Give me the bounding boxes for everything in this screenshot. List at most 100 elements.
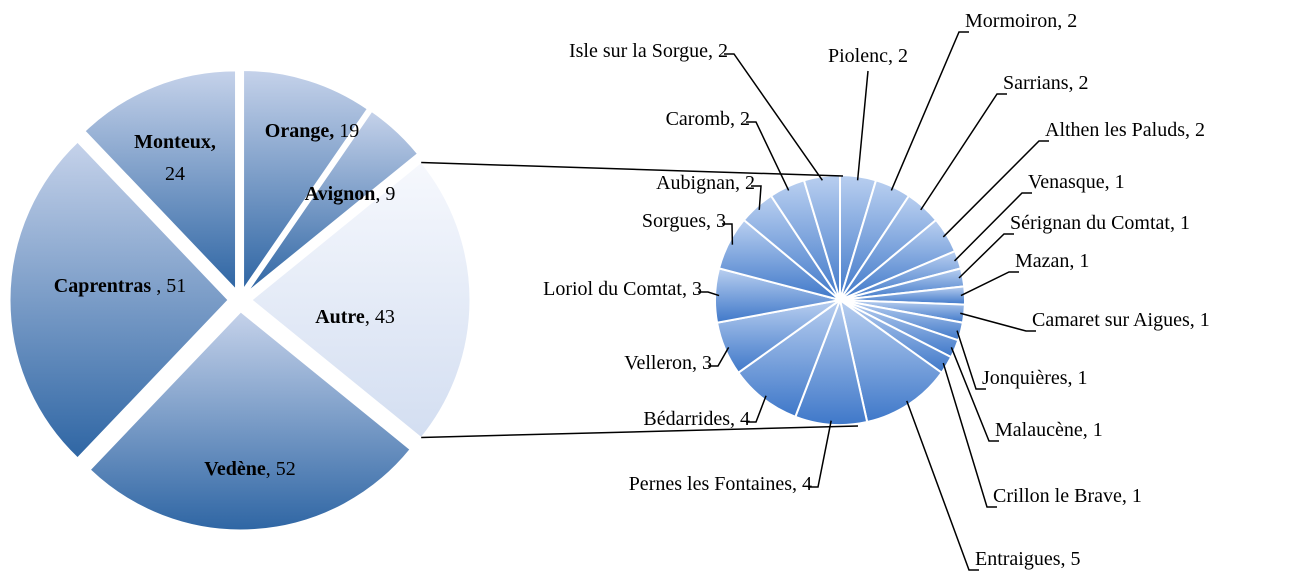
leader-line bbox=[751, 185, 762, 210]
leader-line bbox=[958, 233, 1014, 279]
pie-slice bbox=[802, 173, 841, 301]
pie-slice bbox=[243, 70, 368, 291]
leader-line bbox=[708, 346, 730, 367]
slice-label-name: Pernes les Fontaines bbox=[629, 473, 793, 495]
slice-label-name: Jonquières bbox=[982, 367, 1068, 389]
slice-label-name: Sérignan du Comtat bbox=[1010, 212, 1170, 234]
leader-line bbox=[906, 400, 979, 571]
slice-label: Orange, 19 bbox=[265, 120, 359, 142]
connector-line bbox=[421, 425, 859, 439]
slice-label: Camaret sur Aigues, 1 bbox=[1032, 309, 1210, 331]
leader-line bbox=[942, 140, 1049, 238]
slice-value-label: , 43 bbox=[365, 306, 395, 328]
slice-label: Jonquières, 1 bbox=[982, 367, 1088, 389]
leader-line bbox=[890, 31, 969, 191]
slice-value-label: , 51 bbox=[151, 275, 186, 297]
slice-label: Pernes les Fontaines, 4 bbox=[629, 473, 812, 495]
slice-label: Aubignan, 2 bbox=[656, 172, 755, 194]
slice-label-name: Sarrians bbox=[1003, 72, 1069, 94]
slice-label: Malaucène, 1 bbox=[995, 419, 1103, 441]
leader-line bbox=[942, 362, 997, 508]
slice-value-label: , 2 bbox=[708, 40, 728, 62]
leader-line bbox=[920, 93, 1007, 211]
slice-label-name: Venasque bbox=[1028, 171, 1105, 193]
pie-slice bbox=[89, 311, 411, 531]
slice-value-label: , 1 bbox=[1083, 419, 1103, 441]
slice-label-name: Camaret sur Aigues bbox=[1032, 309, 1190, 331]
leader-line bbox=[950, 347, 999, 442]
leader-line bbox=[856, 70, 869, 181]
slice-label-name: Mormoiron bbox=[965, 10, 1057, 32]
slice-label-name: Sorgues bbox=[642, 210, 706, 232]
leader-line bbox=[960, 312, 1036, 332]
slice-value-label: , 4 bbox=[792, 473, 812, 495]
leader-line bbox=[953, 192, 1032, 262]
slice-value-label: , 1 bbox=[1068, 367, 1088, 389]
slice-value-label: , 2 bbox=[735, 172, 755, 194]
slice-value-label: 19 bbox=[334, 120, 359, 142]
slice-label-name: Avignon bbox=[305, 183, 376, 205]
leader-line bbox=[746, 395, 767, 423]
slice-value-label: , 2 bbox=[730, 108, 750, 130]
slice-label: Autre, 43 bbox=[315, 306, 395, 328]
slice-label: Entraigues, 5 bbox=[975, 548, 1081, 570]
leader-line bbox=[724, 53, 823, 181]
slice-label-name: Entraigues bbox=[975, 548, 1061, 570]
slice-label: Avignon, 9 bbox=[305, 183, 396, 205]
slice-label: Venasque, 1 bbox=[1028, 171, 1125, 193]
slice-label-name: Caprentras bbox=[54, 275, 152, 297]
slice-label: Piolenc, 2 bbox=[828, 45, 908, 67]
slice-value-label: , 1 bbox=[1105, 171, 1125, 193]
slice-value-label: , 3 bbox=[682, 278, 702, 300]
slice-label: Caprentras , 51 bbox=[54, 275, 186, 297]
leader-line bbox=[960, 271, 1019, 297]
slice-label-name: Althen les Paluds bbox=[1045, 119, 1185, 141]
pie-slice bbox=[84, 70, 237, 291]
slice-label: Bédarrides, 4 bbox=[643, 408, 750, 430]
slice-label-name: Orange, bbox=[265, 120, 334, 142]
slice-label-name: Vedène bbox=[204, 458, 266, 480]
pie-slice bbox=[247, 110, 419, 292]
leader-line bbox=[956, 330, 986, 390]
slice-label-name: Monteux, bbox=[134, 131, 216, 153]
leader-line bbox=[746, 121, 790, 191]
slice-value-label: , 2 bbox=[1057, 10, 1077, 32]
slice-value-label: , 1 bbox=[1170, 212, 1190, 234]
pie-slice bbox=[838, 297, 944, 424]
slice-value-label: , 3 bbox=[706, 210, 726, 232]
slice-label: Velleron, 3 bbox=[624, 352, 712, 374]
slice-value-label: , 2 bbox=[1069, 72, 1089, 94]
slice-label: Caromb, 2 bbox=[666, 108, 750, 130]
slice-value-label: , 2 bbox=[888, 45, 908, 67]
slice-label-name: Mazan bbox=[1015, 250, 1069, 272]
slice-value-label: , 5 bbox=[1061, 548, 1081, 570]
slice-label: Sérignan du Comtat, 1 bbox=[1010, 212, 1190, 234]
slice-label-name: Autre bbox=[315, 306, 365, 328]
slice-label-name: Crillon le Brave bbox=[993, 485, 1122, 507]
slice-label-name: Isle sur la Sorgue bbox=[569, 40, 708, 62]
slice-value-label: , 1 bbox=[1190, 309, 1210, 331]
slice-label-name: Bédarrides bbox=[643, 408, 730, 430]
slice-value-label: , 4 bbox=[730, 408, 750, 430]
slice-label: Vedène, 52 bbox=[204, 458, 295, 480]
slice-label: Isle sur la Sorgue, 2 bbox=[569, 40, 728, 62]
slice-value-label: , 1 bbox=[1069, 250, 1089, 272]
slice-label: Crillon le Brave, 1 bbox=[993, 485, 1142, 507]
slice-label: Sarrians, 2 bbox=[1003, 72, 1089, 94]
slice-label: Monteux, 24 bbox=[134, 131, 216, 185]
pie-slice bbox=[251, 161, 471, 439]
slice-value-label: , 9 bbox=[375, 183, 395, 205]
slice-value-label: , 1 bbox=[1122, 485, 1142, 507]
slice-label: Mormoiron, 2 bbox=[965, 10, 1077, 32]
connector-line bbox=[421, 161, 844, 177]
leader-line bbox=[808, 420, 832, 488]
slice-value-label: , 2 bbox=[1185, 119, 1205, 141]
slice-label: Sorgues, 3 bbox=[642, 210, 726, 232]
slice-label-name: Velleron bbox=[624, 352, 692, 374]
slice-label: Mazan, 1 bbox=[1015, 250, 1089, 272]
slice-value-label: , 3 bbox=[692, 352, 712, 374]
slice-label: Loriol du Comtat, 3 bbox=[543, 278, 702, 300]
slice-label-name: Loriol du Comtat bbox=[543, 278, 682, 300]
slice-value-label: , 52 bbox=[266, 458, 296, 480]
